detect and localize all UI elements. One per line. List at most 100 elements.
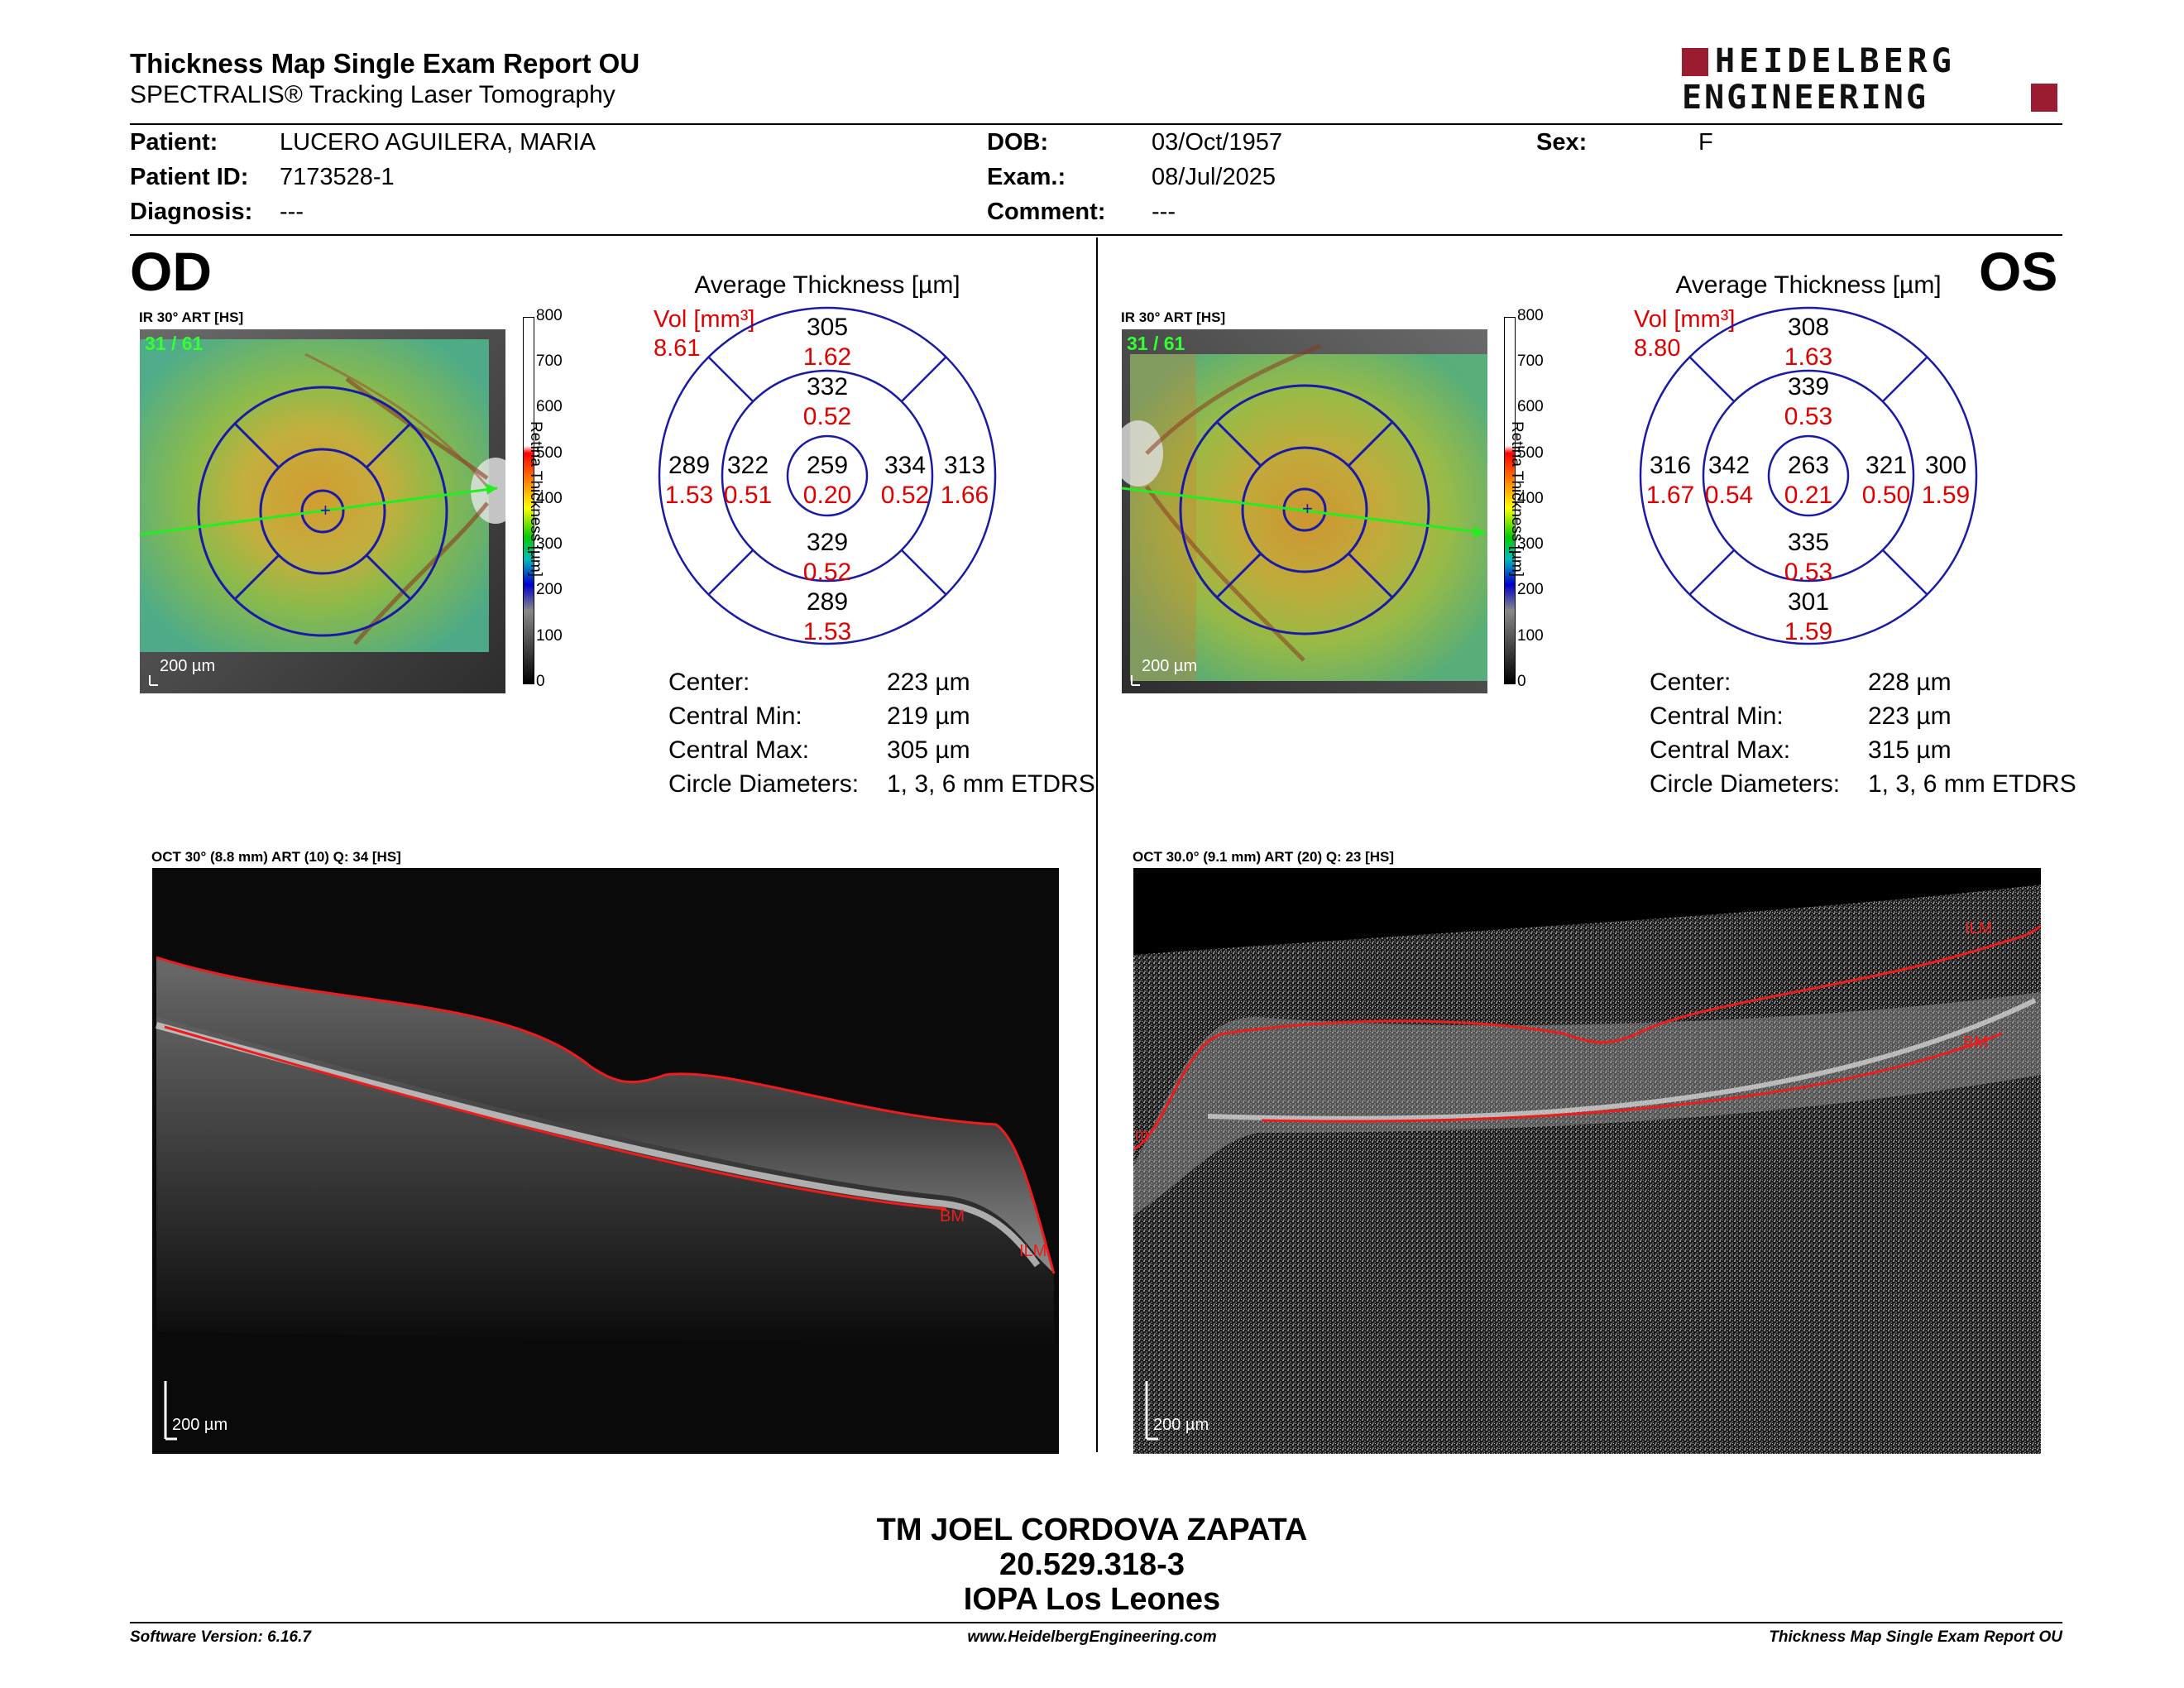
svg-text:+: + — [320, 500, 331, 520]
od-tick: 700 — [536, 352, 563, 370]
od-sector-outer-left: 289 1.53 — [664, 452, 714, 509]
sex-value: F — [1698, 129, 1713, 156]
os-tick: 100 — [1517, 627, 1544, 645]
footer-report-name: Thickness Map Single Exam Report OU — [1769, 1628, 2062, 1646]
eye-label-od: OD — [130, 241, 212, 302]
os-fundus-scale: 200 µm — [1142, 657, 1198, 675]
od-tick: 300 — [536, 535, 563, 553]
od-vol-value: 8.61 — [654, 335, 701, 362]
os-stat-diam-label: Circle Diameters: — [1650, 770, 1841, 798]
os-vol-value: 8.80 — [1634, 335, 1681, 362]
os-scale-ticks: 800 700 600 500 400 300 200 100 0 — [1517, 307, 1559, 696]
od-colorbar — [523, 317, 534, 684]
od-oct-label-ilm: ILM — [1019, 1242, 1047, 1260]
od-tick: 400 — [536, 490, 563, 507]
patient-name: LUCERO AGUILERA, MARIA — [280, 129, 596, 156]
od-stat-max-label: Central Max: — [668, 736, 810, 764]
os-fundus-image: + 31 / 61 200 µm — [1122, 329, 1487, 693]
os-tick: 600 — [1517, 398, 1544, 415]
os-tick: 300 — [1517, 535, 1544, 553]
od-oct-svg — [155, 956, 1056, 1441]
comment-value: --- — [1152, 199, 1176, 225]
footer-software-version: Software Version: 6.16.7 — [130, 1628, 311, 1646]
od-grid-title: Average Thickness [µm] — [694, 271, 960, 299]
od-stat-diam-value: 1, 3, 6 mm ETDRS — [887, 770, 1095, 798]
od-tick: 800 — [536, 307, 563, 324]
os-tick: 200 — [1517, 581, 1544, 598]
os-sector-center: 263 0.21 — [1784, 452, 1833, 509]
os-stat-center-label: Center: — [1650, 669, 1731, 696]
center-divider — [1096, 237, 1098, 1452]
os-tick: 400 — [1517, 490, 1544, 507]
diagnosis-label: Diagnosis: — [130, 199, 253, 225]
sex-label: Sex: — [1536, 129, 1588, 156]
od-sector-outer-right: 313 1.66 — [940, 452, 989, 509]
os-etdrs-overlay — [1179, 384, 1430, 635]
os-sector-outer-inferior: 301 1.59 — [1784, 588, 1833, 645]
od-sector-center: 259 0.20 — [802, 452, 852, 509]
od-stat-center-value: 223 µm — [887, 669, 970, 696]
os-stat-diam-value: 1, 3, 6 mm ETDRS — [1868, 770, 2076, 798]
logo-text-engineering: ENGINEERING — [1682, 79, 1928, 117]
patient-rule — [130, 234, 2062, 236]
os-oct-svg — [1133, 868, 2041, 1454]
os-sector-inner-right: 321 0.50 — [1861, 452, 1911, 509]
os-tick: 0 — [1517, 673, 1526, 690]
os-sector-inner-superior: 339 0.53 — [1784, 373, 1833, 430]
os-tick: 700 — [1517, 352, 1544, 370]
od-fundus-count: 31 / 61 — [145, 333, 204, 354]
patient-label: Patient: — [130, 129, 218, 156]
signature-id: 20.529.318-3 — [999, 1547, 1185, 1582]
os-stat-max-label: Central Max: — [1650, 736, 1791, 764]
od-fundus-scale: 200 µm — [160, 657, 216, 675]
logo-block-bottom — [2031, 84, 2057, 112]
report-subtitle: SPECTRALIS® Tracking Laser Tomography — [130, 81, 615, 108]
report-title: Thickness Map Single Exam Report OU — [130, 48, 640, 79]
signature-clinic: IOPA Los Leones — [963, 1582, 1221, 1617]
od-sector-inner-right: 334 0.52 — [880, 452, 930, 509]
eye-label-os: OS — [1979, 241, 2058, 302]
od-sector-inner-left: 322 0.51 — [723, 452, 773, 509]
os-stat-min-label: Central Min: — [1650, 703, 1784, 730]
heidelberg-logo: HEIDELBERG ENGINEERING — [1682, 42, 2062, 117]
os-etdrs-grid — [1639, 306, 1978, 645]
os-tick: 800 — [1517, 307, 1544, 324]
os-sector-outer-right: 300 1.59 — [1921, 452, 1971, 509]
os-stat-max-value: 315 µm — [1868, 736, 1952, 764]
od-fundus-title: IR 30° ART [HS] — [139, 309, 244, 325]
os-oct-label-ilm: ILM — [1965, 919, 1993, 938]
patient-id-label: Patient ID: — [130, 164, 249, 190]
od-stat-center-label: Center: — [668, 669, 750, 696]
footer-website-link[interactable]: www.HeidelbergEngineering.com — [967, 1628, 1217, 1646]
od-tick: 500 — [536, 444, 563, 462]
od-oct-title: OCT 30° (8.8 mm) ART (10) Q: 34 [HS] — [151, 849, 401, 865]
os-stat-min-value: 223 µm — [1868, 703, 1952, 730]
od-sector-outer-inferior: 289 1.53 — [802, 588, 852, 645]
os-tick: 500 — [1517, 444, 1544, 462]
os-sector-outer-left: 316 1.67 — [1645, 452, 1695, 509]
signature-name: TM JOEL CORDOVA ZAPATA — [876, 1513, 1308, 1547]
od-fundus-image: + 31 / 61 200 µm — [140, 329, 505, 693]
os-fundus-title: IR 30° ART [HS] — [1121, 309, 1226, 325]
dob-value: 03/Oct/1957 — [1152, 129, 1282, 156]
od-stat-max-value: 305 µm — [887, 736, 970, 764]
os-fundus-svg: + — [1122, 329, 1487, 693]
os-sector-inner-inferior: 335 0.53 — [1784, 529, 1833, 586]
od-stat-diam-label: Circle Diameters: — [668, 770, 860, 798]
footer-rule — [130, 1622, 2062, 1623]
exam-label: Exam.: — [987, 164, 1066, 190]
header-rule — [130, 123, 2062, 125]
patient-id: 7173528-1 — [280, 164, 395, 190]
diagnosis-value: --- — [280, 199, 304, 225]
os-oct-scale: 200 µm — [1153, 1416, 1209, 1434]
od-etdrs-overlay — [197, 386, 448, 637]
od-oct-label-bm: BM — [940, 1207, 965, 1225]
dob-label: DOB: — [987, 129, 1049, 156]
os-stat-center-value: 228 µm — [1868, 669, 1952, 696]
od-sector-inner-superior: 332 0.52 — [802, 373, 852, 430]
exam-value: 08/Jul/2025 — [1152, 164, 1276, 190]
os-oct-label-bm: BM — [1963, 1033, 1988, 1052]
os-oct-title: OCT 30.0° (9.1 mm) ART (20) Q: 23 [HS] — [1133, 849, 1395, 865]
od-scale-ticks: 800 700 600 500 400 300 200 100 0 — [536, 307, 577, 696]
od-fundus-svg: + — [140, 329, 505, 693]
